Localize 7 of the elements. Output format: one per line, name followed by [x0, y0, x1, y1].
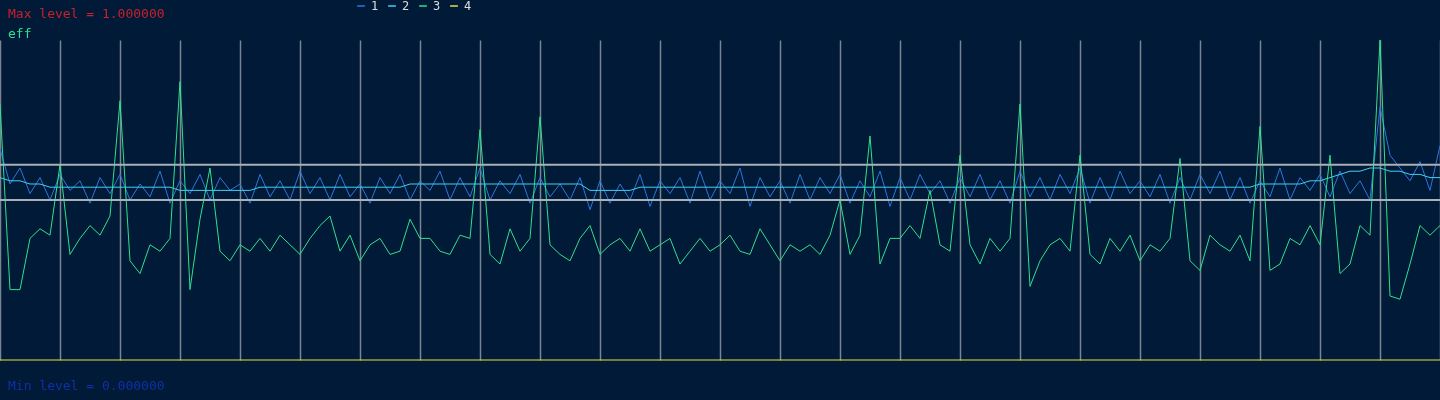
text: Min level = 0.000000 — [8, 378, 165, 393]
chart-title: eff — [8, 26, 32, 41]
legend-label: 1 — [371, 0, 379, 13]
legend-label: 3 — [433, 0, 441, 13]
legend-label: 2 — [402, 0, 410, 13]
text: Max level = 1.000000 — [8, 6, 165, 21]
legend-label: 4 — [464, 0, 472, 13]
